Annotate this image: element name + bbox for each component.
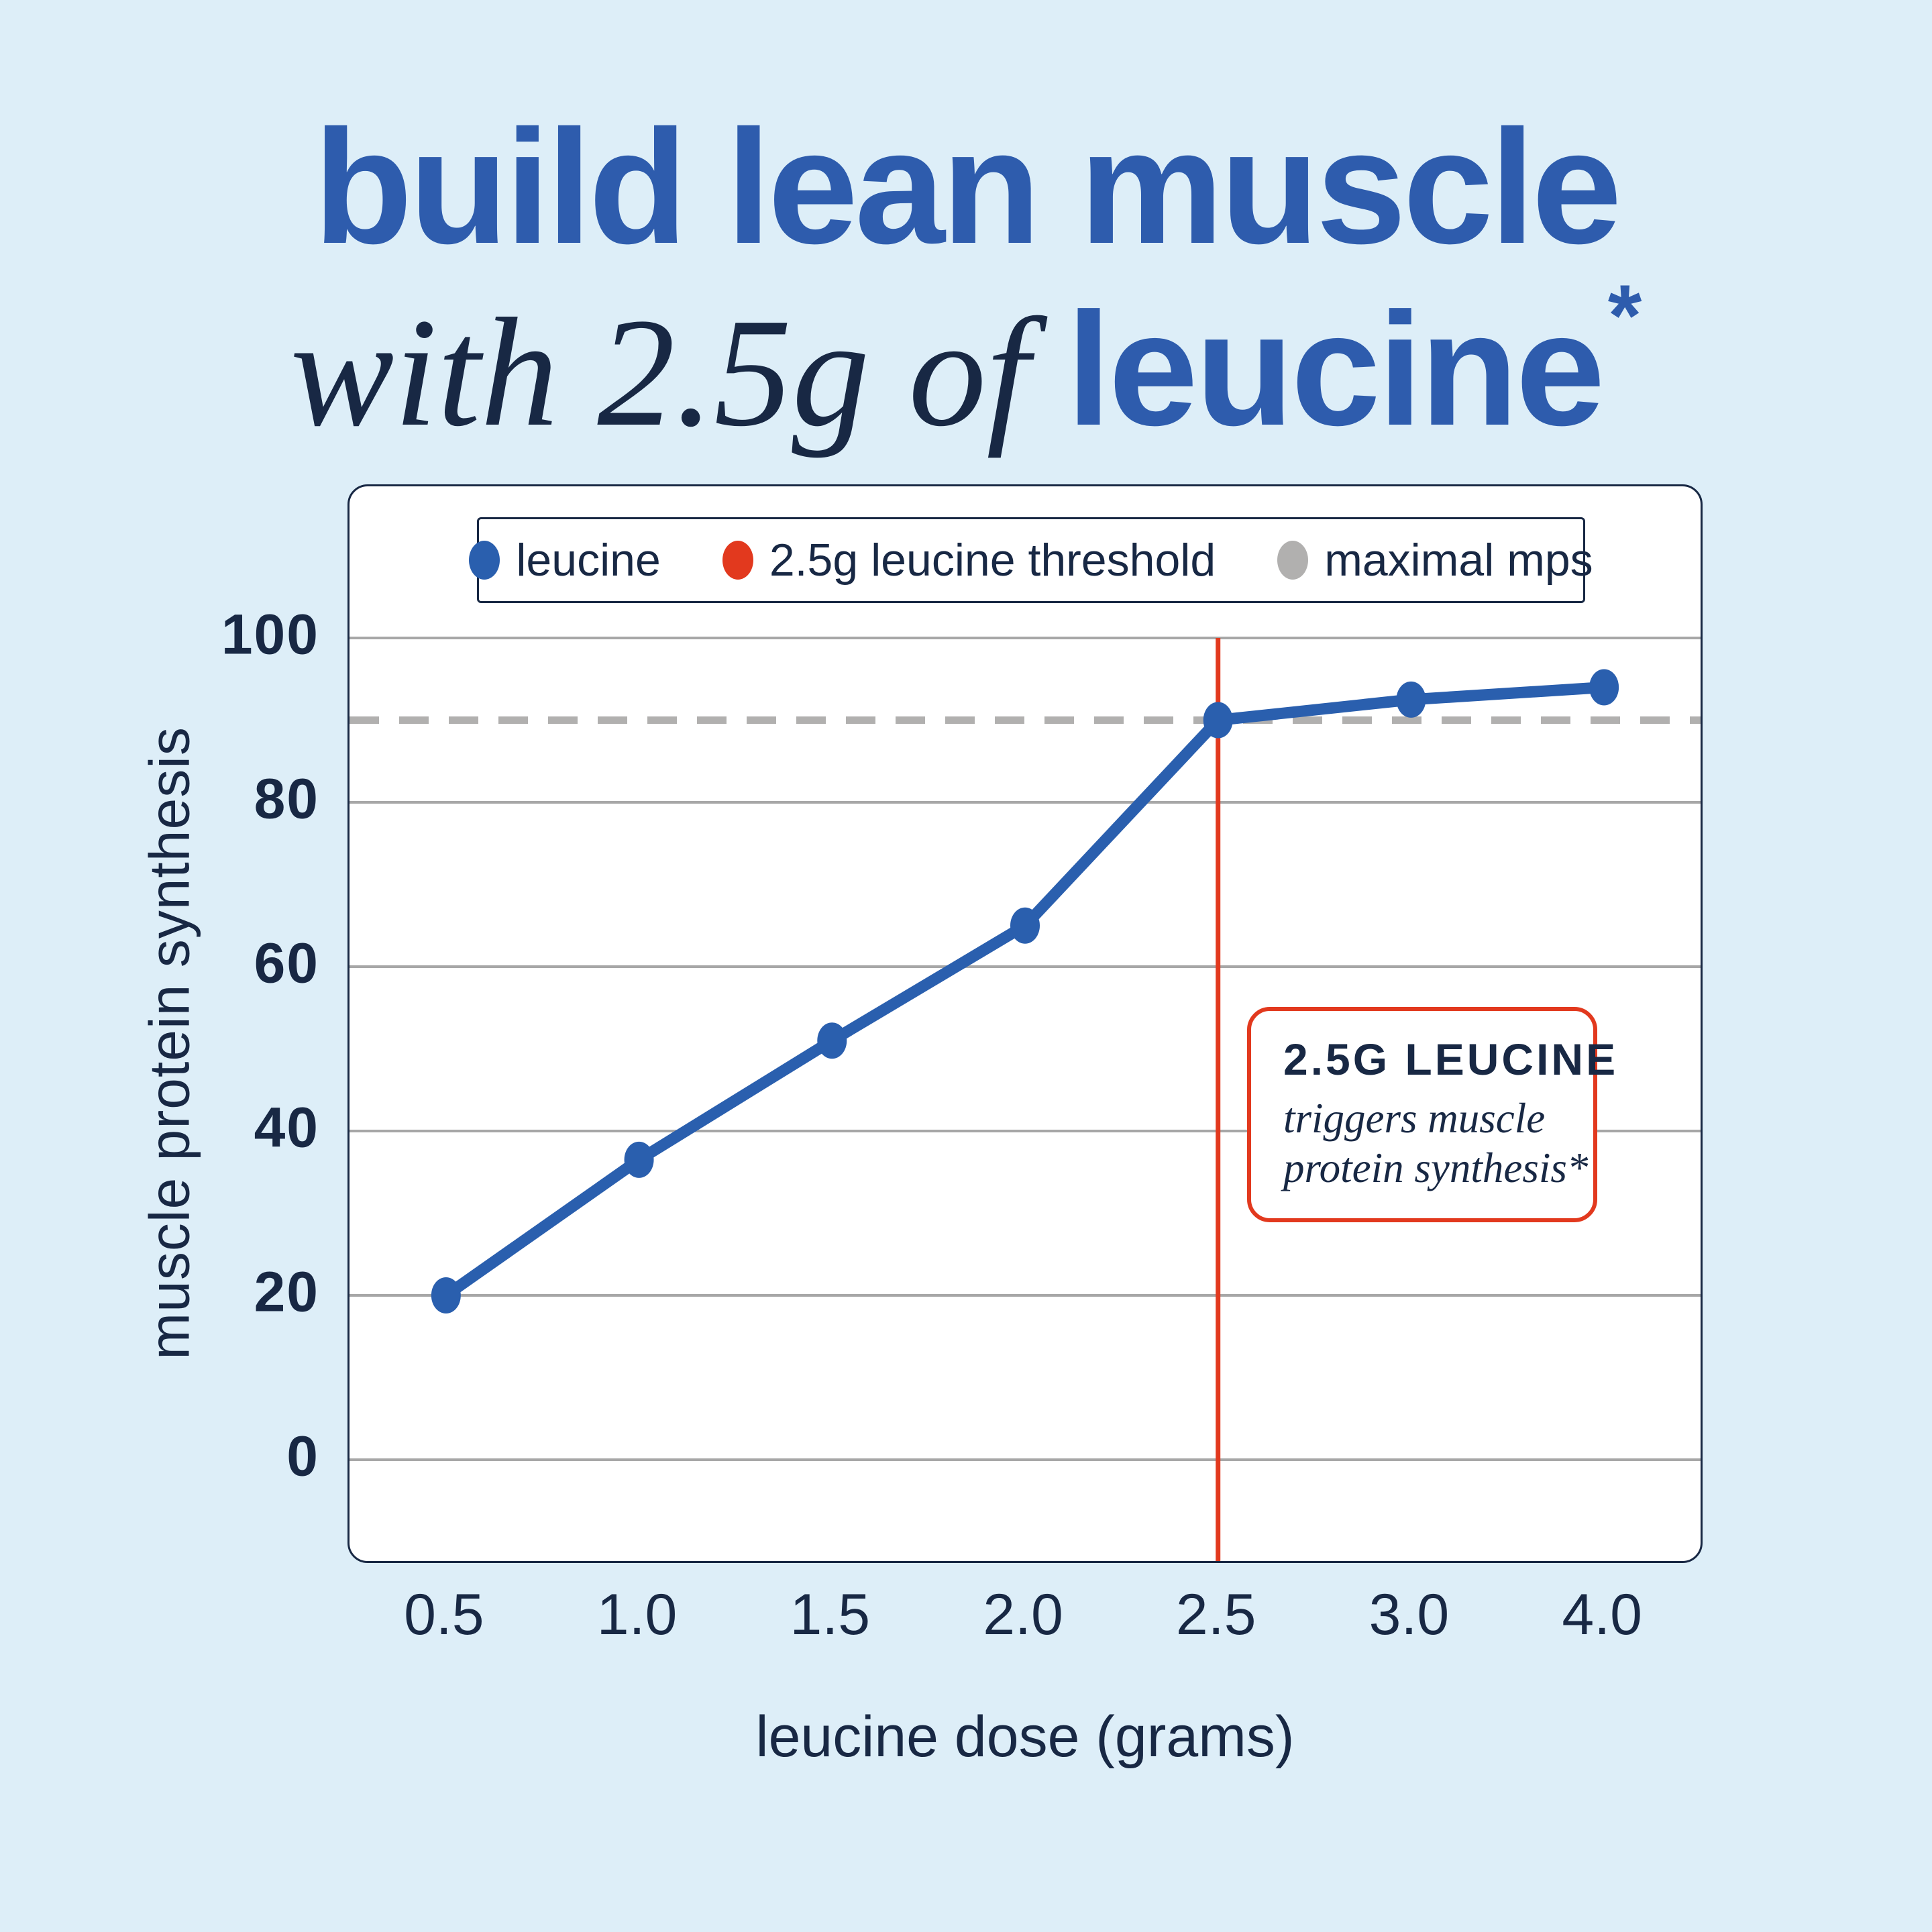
threshold-callout: 2.5G LEUCINE triggers muscle protein syn… <box>1247 1007 1619 1223</box>
y-tick-20: 20 <box>254 1260 319 1324</box>
headline-line2-bold: leucine <box>1066 279 1605 459</box>
maximal-mps-dot-icon <box>1277 541 1309 580</box>
x-axis-title: leucine dose (grams) <box>755 1705 1295 1769</box>
legend-item-threshold: 2.5g leucine threshold <box>722 534 1216 586</box>
y-tick-0: 0 <box>286 1424 319 1488</box>
y-tick-100: 100 <box>221 602 319 666</box>
x-tick-2.0: 2.0 <box>983 1582 1063 1647</box>
y-axis-tick-labels: 0 20 40 60 80 100 <box>0 484 319 1563</box>
legend: leucine 2.5g leucine threshold maximal m… <box>469 517 1593 603</box>
data-point-1.5 <box>817 1022 847 1059</box>
y-tick-80: 80 <box>254 767 319 830</box>
threshold-callout-title: 2.5G LEUCINE <box>1283 1034 1619 1084</box>
legend-label-leucine: leucine <box>516 535 661 586</box>
x-tick-2.5: 2.5 <box>1175 1582 1256 1647</box>
legend-label-maximal-mps: maximal mps <box>1324 535 1593 586</box>
x-tick-1.0: 1.0 <box>596 1582 678 1647</box>
headline-line2: with 2.5g of leucine* <box>0 266 1932 462</box>
legend-item-leucine: leucine <box>469 534 661 586</box>
plot-svg <box>350 637 1701 1561</box>
x-tick-3.0: 3.0 <box>1368 1582 1450 1647</box>
plot-card: leucine 2.5g leucine threshold maximal m… <box>347 484 1703 1563</box>
legend-label-threshold: 2.5g leucine threshold <box>769 535 1216 586</box>
leucine-dot-icon <box>469 541 500 580</box>
data-point-2.5 <box>1203 702 1233 739</box>
threshold-dot-icon <box>722 541 753 580</box>
data-point-2 <box>1010 907 1040 944</box>
y-tick-40: 40 <box>254 1095 319 1159</box>
data-point-0.5 <box>431 1277 461 1313</box>
headline-asterisk: * <box>1607 266 1642 364</box>
x-axis-tick-labels: 0.5 1.0 1.5 2.0 2.5 3.0 4.0 <box>347 1563 1703 1657</box>
threshold-callout-line1: triggers muscle <box>1283 1095 1546 1142</box>
threshold-callout-line2: protein synthesis* <box>1283 1144 1589 1191</box>
legend-item-maximal-mps: maximal mps <box>1277 534 1593 586</box>
data-point-4 <box>1589 669 1619 706</box>
x-tick-1.5: 1.5 <box>790 1582 871 1647</box>
x-tick-4.0: 4.0 <box>1562 1582 1642 1647</box>
data-point-3 <box>1396 681 1426 718</box>
headline-line2-italic: with 2.5g of <box>290 286 1030 459</box>
y-tick-60: 60 <box>254 931 319 995</box>
data-point-1 <box>624 1141 654 1178</box>
headline-line1: build lean muscle <box>313 97 1622 278</box>
x-tick-0.5: 0.5 <box>404 1582 484 1647</box>
